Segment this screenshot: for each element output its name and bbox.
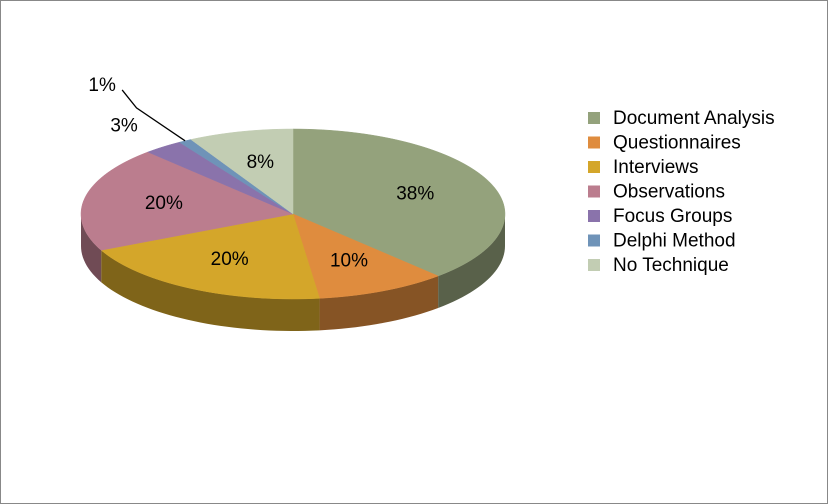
legend-label: Questionnaires [613, 133, 741, 154]
data-label: 20% [145, 193, 183, 214]
slice [292, 213, 439, 299]
slice-side [81, 214, 102, 283]
data-label: 8% [247, 152, 275, 173]
legend-swatch [588, 210, 600, 222]
slice-side [319, 275, 439, 331]
slice [80, 151, 294, 251]
data-label: 38% [396, 184, 434, 205]
legend-swatch [588, 112, 600, 124]
slice-side [438, 214, 505, 308]
legend-label: Delphi Method [613, 231, 736, 252]
slice [190, 128, 294, 215]
legend-label: No Technique [613, 255, 729, 276]
slice [147, 141, 294, 215]
legend-swatch [588, 259, 600, 271]
leader-line [121, 89, 186, 142]
slice [100, 213, 320, 300]
legend-swatch [588, 185, 600, 198]
legend-swatch [588, 161, 600, 173]
data-label: 1% [88, 75, 116, 96]
legend-label: Document Analysis [613, 108, 775, 129]
legend-swatch [588, 234, 600, 247]
legend-swatch [588, 136, 600, 149]
data-label: 10% [330, 251, 368, 272]
slice-side [101, 250, 320, 331]
slice [292, 128, 506, 277]
legend-label: Observations [613, 182, 725, 203]
data-label: 3% [110, 116, 138, 137]
legend-label: Interviews [613, 157, 699, 178]
data-label: 20% [211, 249, 249, 270]
legend-label: Focus Groups [613, 206, 732, 227]
